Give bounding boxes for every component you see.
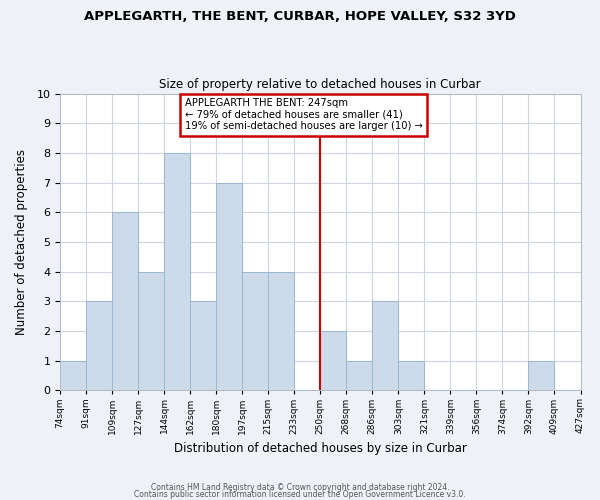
Bar xyxy=(86,302,112,390)
Bar xyxy=(373,302,398,390)
Bar xyxy=(60,360,86,390)
Title: Size of property relative to detached houses in Curbar: Size of property relative to detached ho… xyxy=(160,78,481,91)
Bar xyxy=(529,360,554,390)
Bar xyxy=(164,153,190,390)
Bar xyxy=(268,272,294,390)
Bar xyxy=(398,360,424,390)
Text: APPLEGARTH, THE BENT, CURBAR, HOPE VALLEY, S32 3YD: APPLEGARTH, THE BENT, CURBAR, HOPE VALLE… xyxy=(84,10,516,23)
Y-axis label: Number of detached properties: Number of detached properties xyxy=(15,149,28,335)
Text: Contains public sector information licensed under the Open Government Licence v3: Contains public sector information licen… xyxy=(134,490,466,499)
Text: APPLEGARTH THE BENT: 247sqm
← 79% of detached houses are smaller (41)
19% of sem: APPLEGARTH THE BENT: 247sqm ← 79% of det… xyxy=(185,98,423,131)
Text: Contains HM Land Registry data © Crown copyright and database right 2024.: Contains HM Land Registry data © Crown c… xyxy=(151,484,449,492)
Bar xyxy=(320,331,346,390)
Bar xyxy=(190,302,216,390)
Bar xyxy=(112,212,138,390)
Bar xyxy=(242,272,268,390)
X-axis label: Distribution of detached houses by size in Curbar: Distribution of detached houses by size … xyxy=(174,442,467,455)
Bar xyxy=(216,182,242,390)
Bar xyxy=(138,272,164,390)
Bar xyxy=(346,360,373,390)
